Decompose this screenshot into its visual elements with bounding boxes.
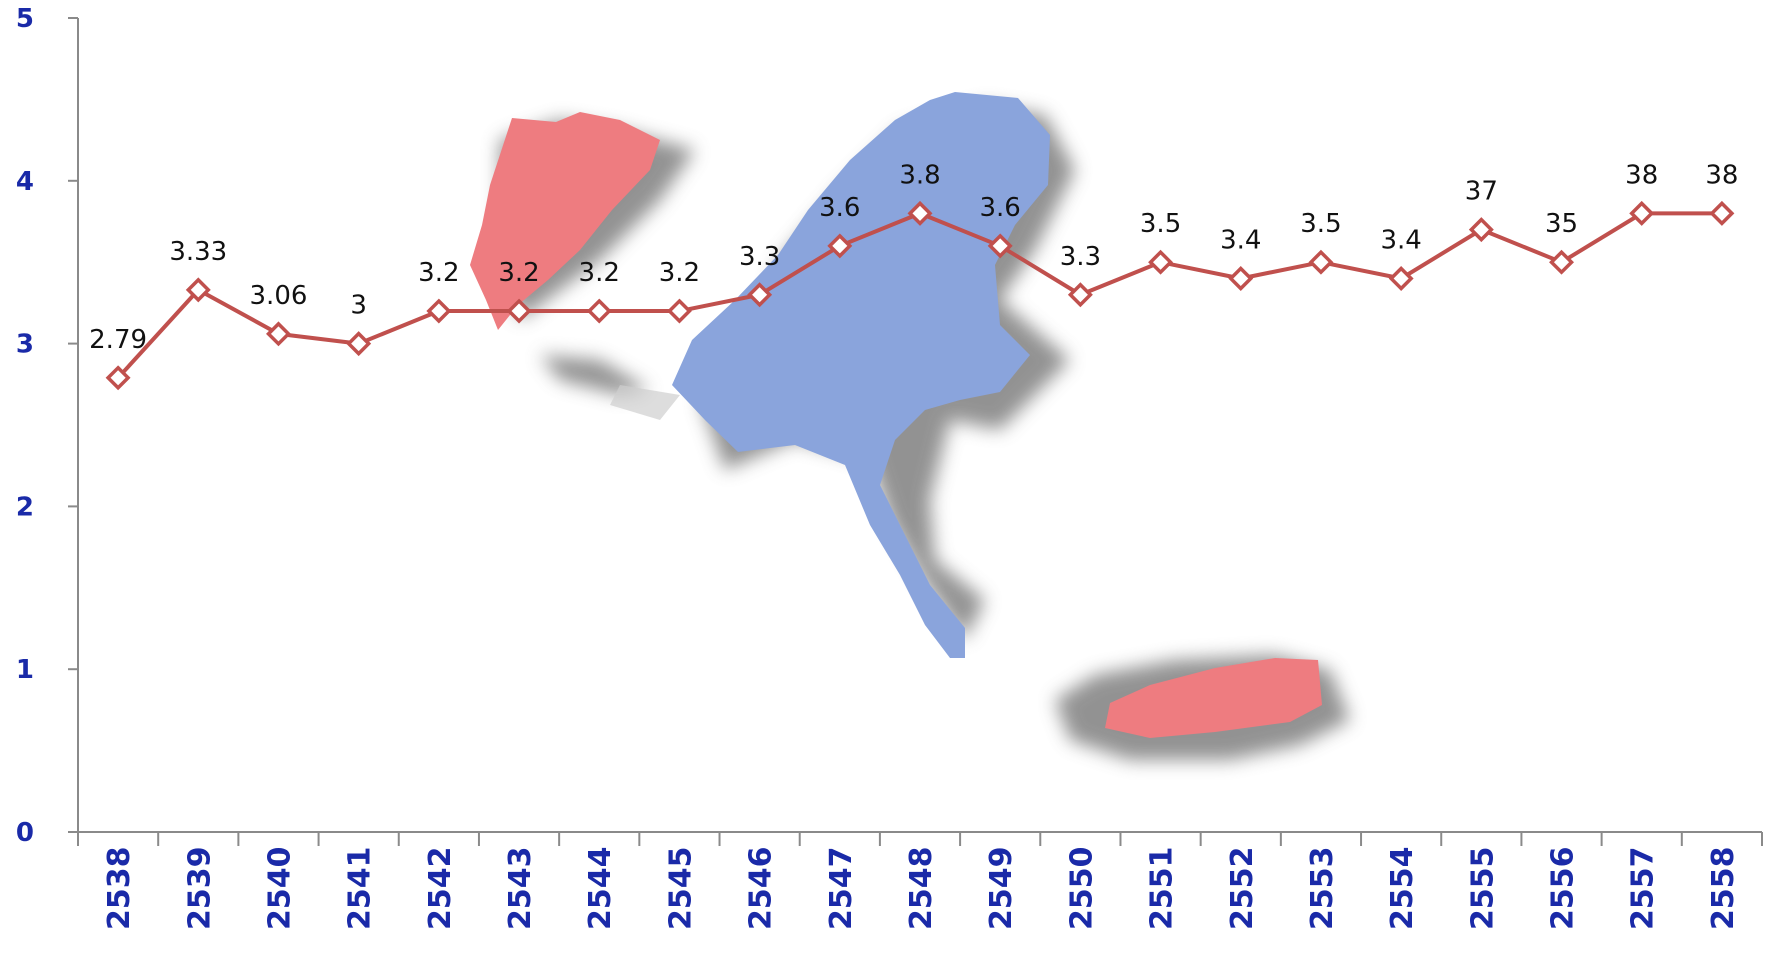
data-label: 3.3 [1060,242,1101,272]
x-tick-label: 2558 [1706,847,1741,931]
x-tick-label: 2547 [824,847,859,931]
data-label: 38 [1705,160,1738,190]
x-tick-label: 2544 [583,847,618,931]
data-label: 3 [350,291,367,321]
data-point [1388,266,1414,291]
data-point [1148,249,1174,275]
axes: 0 1 2 3 4 5 2538 2539 2540 2541 2542 2543 2544 2545 25… [16,4,1763,931]
x-tick-label: 2557 [1626,847,1661,931]
data-point [266,321,291,347]
data-point [586,298,612,324]
data-label: 3.33 [169,237,227,267]
plot-area: 2.79 3.33 3.06 3 3.2 3.2 3.2 3.2 3.3 3.6 3.8 3.6 3.3… [89,160,1738,391]
data-label: 37 [1465,177,1498,207]
data-point [827,233,853,259]
data-label: 3.6 [819,193,860,223]
x-tick-label: 2554 [1385,847,1420,931]
data-point [666,298,692,324]
x-tick-label: 2550 [1064,847,1099,931]
y-tick-label: 1 [16,655,34,685]
data-point [346,331,372,357]
data-point [506,298,532,324]
y-tick-label: 4 [16,167,34,197]
data-label: 3.5 [1300,209,1341,239]
data-label: 3.6 [980,193,1021,223]
data-point [1468,217,1494,243]
x-tick-label: 2549 [984,847,1019,930]
map-icon [470,92,1350,760]
data-point [105,365,131,391]
data-label: 3.4 [1220,225,1261,255]
data-point [1709,200,1735,226]
data-label: 3.4 [1380,225,1421,255]
data-label: 3.2 [579,258,620,288]
x-tick-label: 2548 [904,847,939,931]
data-label: 3.2 [659,258,700,288]
data-label: 2.79 [89,325,147,355]
x-tick-label: 2542 [423,847,458,931]
x-tick-label: 2552 [1225,847,1260,931]
x-tick-label: 2543 [503,847,538,931]
x-tick-label: 2551 [1145,847,1180,931]
data-point [987,233,1013,259]
x-tick-label: 2540 [262,847,297,931]
data-label: 38 [1625,160,1658,190]
x-tick-label: 2538 [102,847,137,931]
y-tick-label: 3 [16,330,34,360]
data-label: 3.2 [418,258,459,288]
x-tick-label: 2546 [744,847,779,931]
data-label: 3.3 [739,242,780,272]
data-label: 3.8 [899,160,940,190]
x-tick-label: 2553 [1305,847,1340,931]
data-label: 3.5 [1140,209,1181,239]
data-point [747,282,773,308]
data-point [1549,249,1574,275]
y-tick-label: 2 [16,492,34,522]
data-point [426,298,452,324]
data-point [907,200,933,226]
x-tick-label: 2556 [1546,847,1581,931]
data-label: 3.2 [498,258,539,288]
data-point [1228,266,1254,291]
y-tick-label: 0 [16,818,34,848]
x-tick-label: 2555 [1465,847,1500,931]
x-tick-label: 2545 [663,847,698,931]
x-tick-label: 2539 [182,847,217,931]
data-point [185,277,211,303]
data-point [1067,282,1093,308]
data-point [1308,249,1334,275]
y-tick-label: 5 [16,4,34,34]
data-label: 3.06 [250,281,308,311]
data-point [1629,200,1655,226]
data-label: 35 [1545,209,1578,239]
x-tick-label: 2541 [343,847,378,931]
